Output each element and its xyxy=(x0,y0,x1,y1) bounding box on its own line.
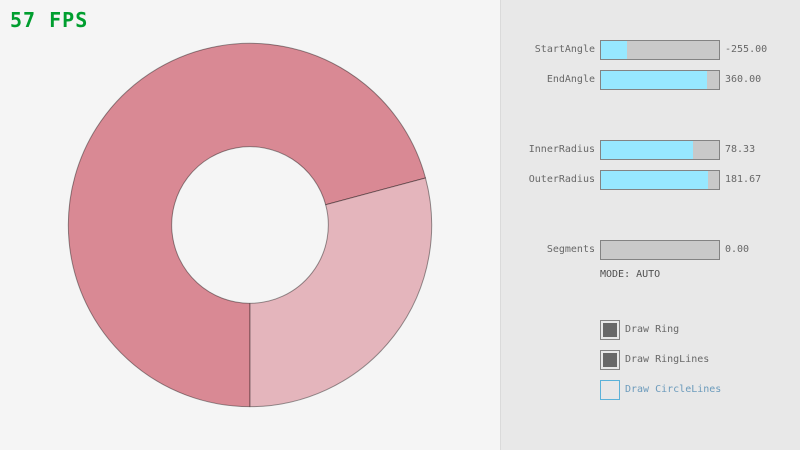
drawing-canvas: 57 FPS xyxy=(10,8,433,408)
checkbox-icon[interactable] xyxy=(600,380,620,400)
segments-slider[interactable] xyxy=(600,240,720,260)
start-angle-value: -255.00 xyxy=(725,44,768,55)
slider-fill xyxy=(601,171,709,189)
outer-radius-slider[interactable] xyxy=(600,170,720,190)
slider-fill xyxy=(601,71,708,89)
slider-row-inner-radius: InnerRadius 78.33 xyxy=(500,140,800,160)
checkbox-icon[interactable] xyxy=(600,350,620,370)
checkbox-label: Draw CircleLines xyxy=(625,384,722,395)
fps-counter: 57 FPS xyxy=(10,8,89,32)
controls-panel: StartAngle -255.00 EndAngle 360.00 Inner… xyxy=(500,0,800,450)
outer-radius-label: OuterRadius xyxy=(528,174,595,185)
checkmark-fill xyxy=(603,323,617,337)
inner-radius-slider[interactable] xyxy=(600,140,720,160)
segments-label: Segments xyxy=(546,244,595,255)
segments-value: 0.00 xyxy=(725,244,750,255)
start-angle-slider[interactable] xyxy=(600,40,720,60)
checkbox-draw-ringlines[interactable]: Draw RingLines xyxy=(600,350,800,370)
checkbox-draw-circlelines[interactable]: Draw CircleLines xyxy=(600,380,800,400)
checkbox-icon[interactable] xyxy=(600,320,620,340)
slider-row-start-angle: StartAngle -255.00 xyxy=(500,40,800,60)
outer-radius-value: 181.67 xyxy=(725,174,762,185)
panel-divider xyxy=(500,0,501,450)
start-angle-label: StartAngle xyxy=(534,44,595,55)
end-angle-slider[interactable] xyxy=(600,70,720,90)
checkbox-draw-ring[interactable]: Draw Ring xyxy=(600,320,800,340)
end-angle-value: 360.00 xyxy=(725,74,762,85)
slider-row-end-angle: EndAngle 360.00 xyxy=(500,70,800,90)
slider-fill xyxy=(601,41,627,59)
inner-radius-value: 78.33 xyxy=(725,144,756,155)
slider-row-segments: Segments 0.00 xyxy=(500,240,800,260)
checkbox-label: Draw RingLines xyxy=(625,354,710,365)
checkbox-label: Draw Ring xyxy=(625,324,680,335)
inner-radius-label: InnerRadius xyxy=(528,144,595,155)
slider-row-outer-radius: OuterRadius 181.67 xyxy=(500,170,800,190)
ring-chart xyxy=(67,42,433,408)
end-angle-label: EndAngle xyxy=(546,74,595,85)
mode-indicator: MODE: AUTO xyxy=(600,269,661,280)
slider-fill xyxy=(601,141,694,159)
checkmark-fill xyxy=(603,353,617,367)
